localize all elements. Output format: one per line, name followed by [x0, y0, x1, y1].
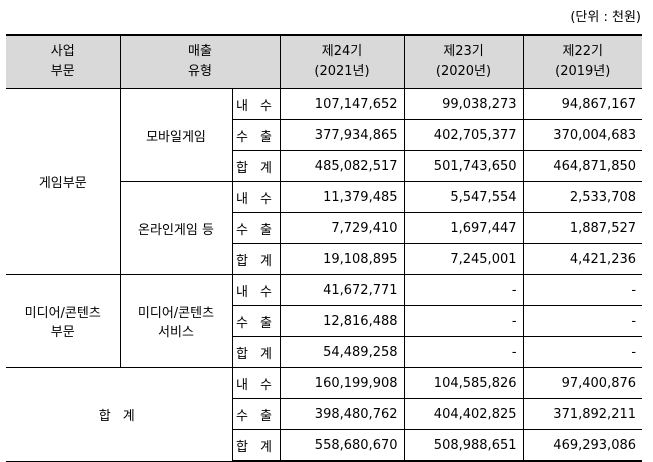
kind-total: 합 계: [232, 336, 281, 368]
table-row: 수 출 12,816,488 - -: [6, 305, 643, 337]
kind-export: 수 출: [232, 119, 281, 151]
value-cell: 1,887,527: [522, 212, 643, 244]
table-row: 게임부문 모바일게임 내 수 107,147,652 99,038,273 94…: [6, 88, 643, 275]
header-sales-type-line2: 유형: [188, 64, 212, 79]
value-cell: 97,400,876: [522, 367, 643, 399]
value-cell: 485,082,517: [279, 150, 405, 182]
header-sales-type: 매출 유형: [119, 34, 281, 89]
value-cell: 4,421,236: [522, 243, 643, 275]
value-cell: 2,533,708: [522, 181, 643, 213]
value-cell: 107,147,652: [279, 88, 405, 120]
kind-domestic: 내 수: [231, 88, 281, 120]
grand-total-label: 합 계: [6, 367, 233, 462]
value-cell: 402,705,377: [403, 119, 524, 151]
value-cell: 404,402,825: [403, 398, 524, 430]
header-term: 제22기: [562, 44, 603, 59]
table-row: 수 출 7,729,410 1,697,447 1,887,527: [6, 212, 643, 244]
type-mobile-game: 모바일게임: [119, 88, 233, 182]
table-row: 합 계 54,489,258 - -: [6, 336, 643, 368]
type-media-service: 미디어/콘텐츠 서비스: [119, 274, 233, 368]
value-cell: 94,867,167: [522, 88, 643, 120]
kind-export: 수 출: [232, 212, 281, 244]
value-cell: 99,038,273: [403, 88, 524, 120]
kind-domestic: 내 수: [231, 367, 281, 399]
table-row: 미디어/콘텐츠 부문 미디어/콘텐츠 서비스 내 수 41,672,771 - …: [6, 274, 643, 368]
value-cell: -: [522, 305, 643, 337]
header-term: 제24기: [321, 44, 363, 59]
header-segment-line2: 부문: [50, 64, 75, 79]
type-media-line1: 미디어/콘텐츠: [137, 306, 215, 321]
kind-export: 수 출: [232, 398, 281, 430]
header-period-23: 제23기 (2020년): [403, 34, 524, 89]
header-year: (2021년): [314, 64, 370, 79]
value-cell: 469,293,086: [522, 429, 643, 462]
header-period-22: 제22기 (2019년): [522, 34, 643, 89]
header-row: 사업 부문 매출 유형 제24기 (2021년) 제23기 (2020년) 제2…: [6, 34, 643, 89]
table-row: 합 계 485,082,517 501,743,650 464,871,850: [6, 150, 643, 182]
header-period-24: 제24기 (2021년): [279, 34, 405, 89]
value-cell: -: [522, 274, 643, 306]
value-cell: 7,245,001: [403, 243, 524, 275]
value-cell: 19,108,895: [279, 243, 405, 275]
value-cell: 370,004,683: [522, 119, 643, 151]
header-year: (2019년): [555, 64, 611, 79]
value-cell: 11,379,485: [279, 181, 405, 213]
value-cell: -: [522, 336, 643, 368]
table-row: 수 출 398,480,762 404,402,825 371,892,211: [6, 398, 643, 430]
value-cell: 54,489,258: [279, 336, 405, 368]
value-cell: 160,199,908: [279, 367, 405, 399]
value-cell: 12,816,488: [279, 305, 405, 337]
value-cell: -: [403, 274, 524, 306]
segment-media-line1: 미디어/콘텐츠: [24, 306, 101, 321]
value-cell: -: [403, 305, 524, 337]
kind-domestic: 내 수: [231, 274, 281, 306]
kind-total: 합 계: [232, 243, 281, 275]
table-row: 합 계 19,108,895 7,245,001 4,421,236: [6, 243, 643, 275]
segment-media-line2: 부문: [50, 325, 75, 340]
value-cell: 377,934,865: [279, 119, 405, 151]
value-cell: 371,892,211: [522, 398, 643, 430]
value-cell: 1,697,447: [403, 212, 524, 244]
value-cell: 398,480,762: [279, 398, 405, 430]
header-segment-line1: 사업: [50, 44, 75, 59]
value-cell: 558,680,670: [279, 429, 405, 462]
value-cell: 464,871,850: [522, 150, 643, 182]
value-cell: 5,547,554: [403, 181, 524, 213]
unit-label: (단위 : 천원): [570, 10, 641, 25]
value-cell: 501,743,650: [403, 150, 524, 182]
kind-total: 합 계: [232, 429, 281, 462]
header-sales-type-line1: 매출: [188, 44, 212, 59]
segment-game: 게임부문: [6, 88, 121, 275]
type-media-line2: 서비스: [158, 325, 194, 340]
value-cell: 508,988,651: [403, 429, 524, 462]
header-term: 제23기: [443, 44, 484, 59]
kind-export: 수 출: [232, 305, 281, 337]
table-row: 합 계 내 수 160,199,908 104,585,826 97,400,8…: [6, 367, 643, 462]
type-online-game: 온라인게임 등: [120, 181, 233, 275]
sales-table: 사업 부문 매출 유형 제24기 (2021년) 제23기 (2020년) 제2…: [6, 34, 643, 462]
kind-domestic: 내 수: [231, 181, 281, 213]
value-cell: 41,672,771: [279, 274, 405, 306]
kind-total: 합 계: [232, 150, 281, 182]
value-cell: -: [403, 336, 524, 368]
value-cell: 7,729,410: [279, 212, 405, 244]
table-row: 온라인게임 등 내 수 11,379,485 5,547,554 2,533,7…: [6, 181, 643, 275]
header-year: (2020년): [435, 64, 492, 79]
value-cell: 104,585,826: [403, 367, 524, 399]
segment-media: 미디어/콘텐츠 부문: [6, 274, 121, 368]
header-segment: 사업 부문: [6, 34, 121, 89]
table-row: 합 계 558,680,670 508,988,651 469,293,086: [6, 429, 643, 462]
